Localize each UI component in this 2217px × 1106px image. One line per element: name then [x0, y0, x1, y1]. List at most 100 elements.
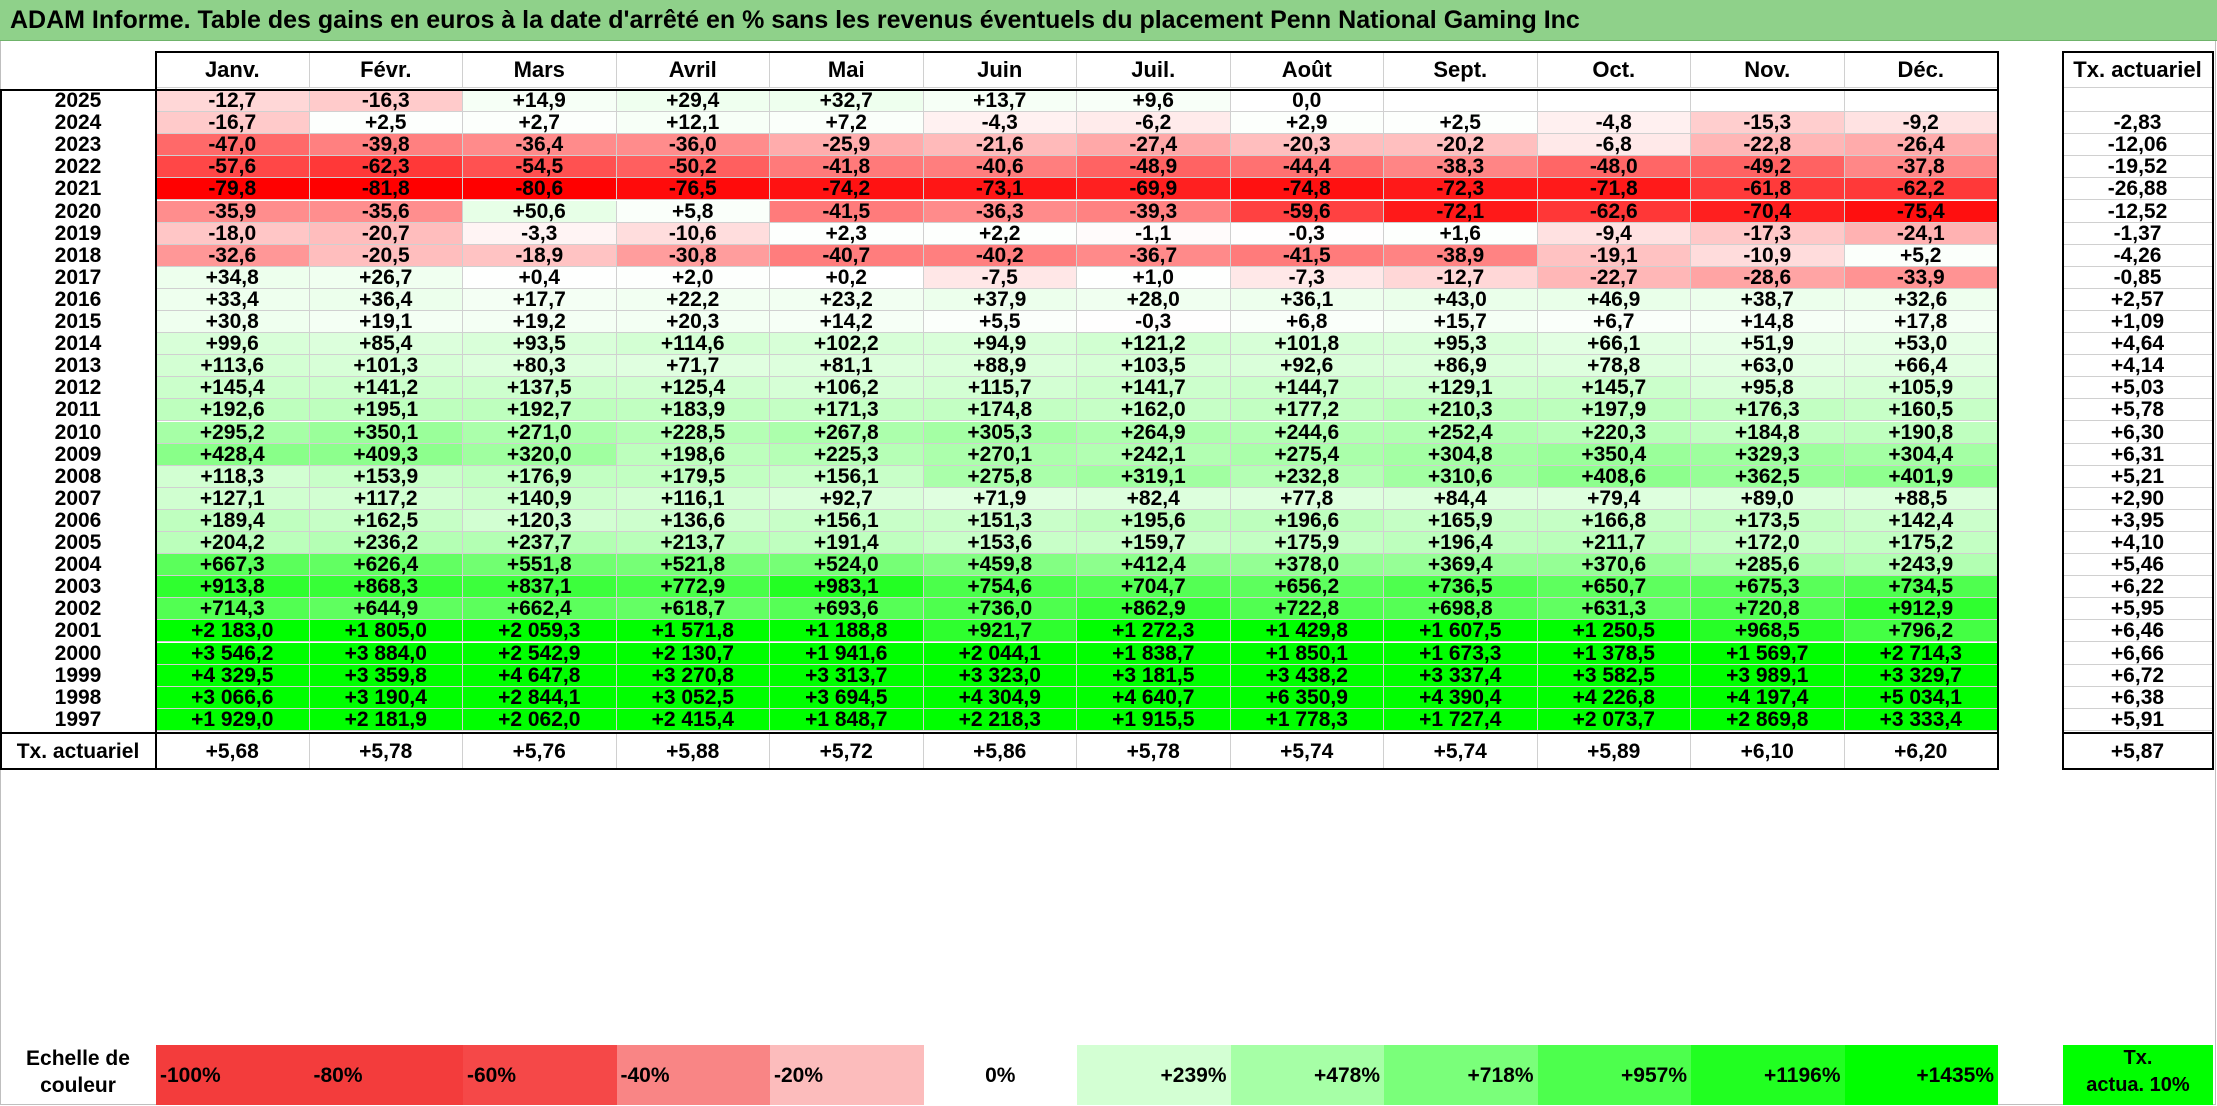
heatmap-cell: +225,3 — [770, 443, 924, 466]
heatmap-cell: +156,1 — [770, 509, 924, 532]
heatmap-cell: -12,7 — [156, 90, 310, 113]
heatmap-cell: +26,7 — [309, 266, 463, 289]
heatmap-cell: +369,4 — [1384, 554, 1538, 577]
month-header: Sept. — [1384, 52, 1538, 88]
heatmap-cell: +153,6 — [923, 532, 1077, 555]
heatmap-cell: -81,8 — [309, 178, 463, 201]
heatmap-cell: +1 188,8 — [770, 620, 924, 643]
footer-label: Tx. actuariel — [16, 739, 140, 763]
heatmap-cell: +86,9 — [1384, 355, 1538, 378]
heatmap-cell: +704,7 — [1077, 576, 1231, 599]
heatmap-cell: -35,9 — [156, 200, 310, 223]
heatmap-cell: -22,7 — [1537, 266, 1691, 289]
rate-cell: +6,72 — [2063, 664, 2213, 687]
heatmap-cell: -40,6 — [923, 156, 1077, 179]
heatmap-cell — [1691, 90, 1845, 113]
heatmap-cell: -72,1 — [1384, 200, 1538, 223]
heatmap-cell: +837,1 — [463, 576, 617, 599]
heatmap-cell: +184,8 — [1691, 421, 1845, 444]
heatmap-cell: +145,7 — [1537, 377, 1691, 400]
heatmap-cell: +1,6 — [1384, 222, 1538, 245]
heatmap-cell: +179,5 — [616, 465, 770, 488]
heatmap-cell: +305,3 — [923, 421, 1077, 444]
heatmap-cell: +459,8 — [923, 554, 1077, 577]
heatmap-cell: -41,5 — [770, 200, 924, 223]
heatmap-cell: -7,5 — [923, 266, 1077, 289]
heatmap-cell: +675,3 — [1691, 576, 1845, 599]
heatmap-cell: -24,1 — [1844, 222, 1998, 245]
heatmap-cell: +0,2 — [770, 266, 924, 289]
heatmap-cell: +409,3 — [309, 443, 463, 466]
heatmap-cell: +101,3 — [309, 355, 463, 378]
legend-swatch: -20% — [770, 1045, 924, 1105]
footer-rate-cell: +6,20 — [1844, 733, 1998, 769]
heatmap-cell: +36,4 — [309, 288, 463, 311]
heatmap-cell: +95,8 — [1691, 377, 1845, 400]
heatmap-cell: +350,4 — [1537, 443, 1691, 466]
heatmap-cell: +3 270,8 — [616, 664, 770, 687]
heatmap-cell: -10,9 — [1691, 244, 1845, 267]
heatmap-cell: +80,3 — [463, 355, 617, 378]
heatmap-cell: +84,4 — [1384, 487, 1538, 510]
footer-rate-cell: +5,74 — [1230, 733, 1384, 769]
month-header: Mars — [463, 52, 617, 88]
heatmap-cell: -76,5 — [616, 178, 770, 201]
heatmap-cell: +53,0 — [1844, 333, 1998, 356]
legend-label-line2: couleur — [40, 1074, 116, 1097]
legend-tx-cell: Tx. actua. 10% — [2063, 1045, 2213, 1105]
heatmap-cell: -20,3 — [1230, 134, 1384, 157]
heatmap-cell: +213,7 — [616, 532, 770, 555]
legend-swatch: -40% — [616, 1045, 770, 1105]
rate-cell: -1,37 — [2063, 222, 2213, 245]
footer-rate-cell: +5,86 — [923, 733, 1077, 769]
heatmap-cell: +33,4 — [156, 288, 310, 311]
heatmap-cell: +644,9 — [309, 598, 463, 621]
heatmap-cell: +271,0 — [463, 421, 617, 444]
heatmap-cell: -33,9 — [1844, 266, 1998, 289]
heatmap-cell: +4 304,9 — [923, 686, 1077, 709]
footer-rate-cell: +5,78 — [1077, 733, 1231, 769]
heatmap-cell: +101,8 — [1230, 333, 1384, 356]
heatmap-cell: -54,5 — [463, 156, 617, 179]
heatmap-cell: -72,3 — [1384, 178, 1538, 201]
heatmap-cell: -40,7 — [770, 244, 924, 267]
heatmap-cell: +89,0 — [1691, 487, 1845, 510]
heatmap-cell: +2,9 — [1230, 112, 1384, 135]
heatmap-cell: +2 714,3 — [1844, 642, 1998, 665]
year-label: 2022 — [54, 156, 102, 179]
heatmap-cell: +145,4 — [156, 377, 310, 400]
heatmap-cell: +667,3 — [156, 554, 310, 577]
rate-cell — [2063, 90, 2213, 113]
heatmap-cell: +22,2 — [616, 288, 770, 311]
heatmap-cell: +921,7 — [923, 620, 1077, 643]
heatmap-cell: +117,2 — [309, 487, 463, 510]
heatmap-cell: +2,5 — [1384, 112, 1538, 135]
year-label: 2004 — [54, 554, 102, 577]
rate-cell: +4,10 — [2063, 532, 2213, 555]
heatmap-cell: +401,9 — [1844, 465, 1998, 488]
legend-label: Echelle de couleur — [0, 1045, 156, 1105]
legend-swatch: 0% — [923, 1045, 1077, 1105]
heatmap-cell: +192,6 — [156, 399, 310, 422]
heatmap-cell: +5 034,1 — [1844, 686, 1998, 709]
footer-rate-cell: +5,72 — [770, 733, 924, 769]
heatmap-cell: +1,0 — [1077, 266, 1231, 289]
heatmap-cell: -73,1 — [923, 178, 1077, 201]
heatmap-cell: -70,4 — [1691, 200, 1845, 223]
heatmap-cell: +362,5 — [1691, 465, 1845, 488]
heatmap-cell — [1537, 90, 1691, 113]
heatmap-cell: +275,8 — [923, 465, 1077, 488]
heatmap-cell: +370,6 — [1537, 554, 1691, 577]
heatmap-cell: -21,6 — [923, 134, 1077, 157]
rate-cell: -4,26 — [2063, 244, 2213, 267]
year-label: 2010 — [54, 421, 102, 444]
heatmap-cell: +142,4 — [1844, 509, 1998, 532]
legend-swatch: -100% — [156, 1045, 310, 1105]
year-label: 2021 — [54, 178, 102, 201]
page-title: ADAM Informe. Table des gains en euros à… — [0, 0, 2217, 41]
heatmap-cell: +173,5 — [1691, 509, 1845, 532]
heatmap-cell: +95,3 — [1384, 333, 1538, 356]
heatmap-cell: -36,3 — [923, 200, 1077, 223]
month-header: Nov. — [1691, 52, 1845, 88]
heatmap-cell: +3 333,4 — [1844, 708, 1998, 731]
